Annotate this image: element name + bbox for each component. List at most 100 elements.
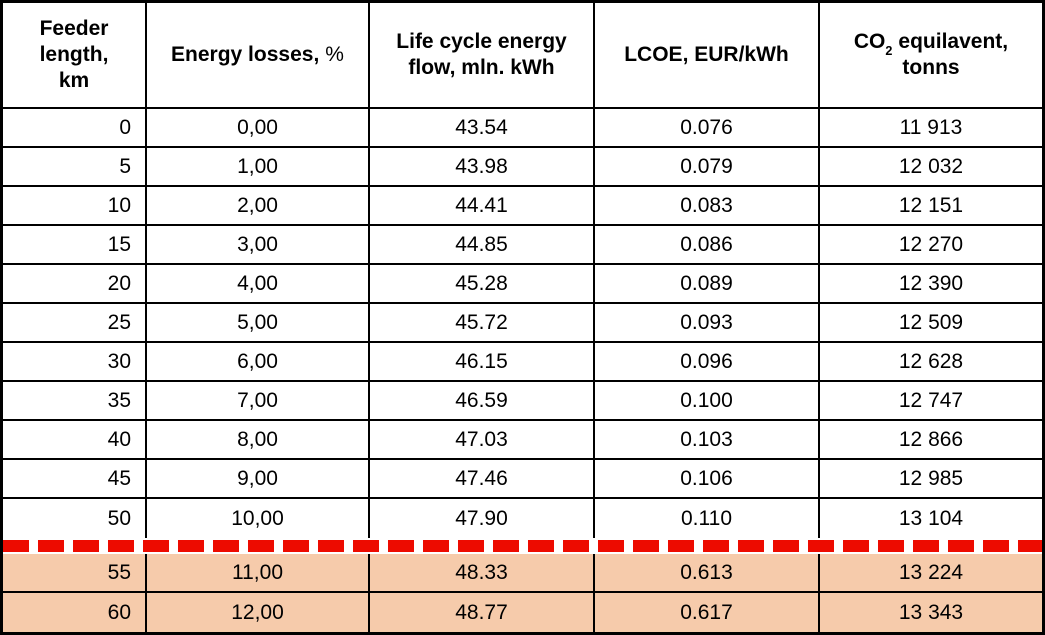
table-cell: 0 bbox=[3, 109, 147, 146]
table-cell: 1,00 bbox=[147, 148, 370, 185]
table-cell: 15 bbox=[3, 226, 147, 263]
header-energy-losses: Energy losses,% bbox=[147, 3, 370, 107]
table-cell: 48.77 bbox=[370, 593, 595, 632]
header-text: length, bbox=[39, 42, 109, 66]
table-cell: 0.083 bbox=[595, 187, 820, 224]
table-cell: 0,00 bbox=[147, 109, 370, 146]
table-cell: 45.28 bbox=[370, 265, 595, 302]
red-dashes bbox=[3, 540, 1042, 552]
table-cell: 50 bbox=[3, 499, 147, 538]
table-row: 45 9,00 47.46 0.106 12 985 bbox=[3, 460, 1042, 499]
table-cell: 12,00 bbox=[147, 593, 370, 632]
table-cell: 12 628 bbox=[898, 349, 964, 373]
table-cell: 12 509 bbox=[898, 310, 964, 334]
table-cell: 60 bbox=[3, 593, 147, 632]
table-row: 30 6,00 46.15 0.096 12 628 bbox=[3, 343, 1042, 382]
table-cell: 0.079 bbox=[595, 148, 820, 185]
header-text: Energy losses,% bbox=[171, 42, 344, 68]
table-row: 25 5,00 45.72 0.093 12 509 bbox=[3, 304, 1042, 343]
table-cell: 12 866 bbox=[898, 427, 964, 451]
table-cell: 0.103 bbox=[595, 421, 820, 458]
table-cell: 47.46 bbox=[370, 460, 595, 497]
table-cell: 6,00 bbox=[147, 343, 370, 380]
red-dashed-divider bbox=[3, 538, 1042, 554]
table-cell: 0.096 bbox=[595, 343, 820, 380]
table-cell: 12 747 bbox=[898, 388, 964, 412]
table-cell: 12 032 bbox=[898, 154, 964, 178]
header-text: flow, mln. kWh bbox=[408, 56, 555, 79]
table-row: 0 0,00 43.54 0.076 11 913 bbox=[3, 109, 1042, 148]
table-cell: 12 985 bbox=[898, 466, 964, 490]
table-cell: 7,00 bbox=[147, 382, 370, 419]
table-cell: 3,00 bbox=[147, 226, 370, 263]
header-text: LCOE, EUR/kWh bbox=[624, 42, 789, 66]
table-cell: 0.093 bbox=[595, 304, 820, 341]
table-cell: 5,00 bbox=[147, 304, 370, 341]
table-cell: 45 bbox=[3, 460, 147, 497]
table-cell: 0.110 bbox=[595, 499, 820, 538]
table-cell: 35 bbox=[3, 382, 147, 419]
header-text: tonns bbox=[902, 56, 960, 79]
header-life-cycle-energy: Life cycle energy flow, mln. kWh bbox=[370, 3, 595, 107]
table-cell: 48.33 bbox=[370, 554, 595, 591]
table-header-row: Feeder length, km Energy losses,% Life c… bbox=[3, 3, 1042, 109]
header-text: equilavent, bbox=[898, 29, 1009, 53]
table-cell: 0.089 bbox=[595, 265, 820, 302]
table-row: 55 11,00 48.33 0.613 13 224 bbox=[3, 554, 1042, 593]
table-cell: 44.41 bbox=[370, 187, 595, 224]
table-cell: 8,00 bbox=[147, 421, 370, 458]
table-cell: 11 913 bbox=[899, 115, 963, 139]
table-row: 5 1,00 43.98 0.079 12 032 bbox=[3, 148, 1042, 187]
table-cell: 9,00 bbox=[147, 460, 370, 497]
header-text-light: % bbox=[325, 42, 344, 66]
table-cell: 40 bbox=[3, 421, 147, 458]
header-feeder-length: Feeder length, km bbox=[3, 3, 147, 107]
table-row: 10 2,00 44.41 0.083 12 151 bbox=[3, 187, 1042, 226]
subscript-2: 2 bbox=[885, 44, 893, 59]
table-cell: 4,00 bbox=[147, 265, 370, 302]
header-text: Feeder bbox=[39, 16, 109, 40]
table-row: 50 10,00 47.90 0.110 13 104 bbox=[3, 499, 1042, 538]
table-cell: 0.613 bbox=[595, 554, 820, 591]
table-cell: 11,00 bbox=[147, 554, 370, 591]
table-row: 35 7,00 46.59 0.100 12 747 bbox=[3, 382, 1042, 421]
table-cell: 45.72 bbox=[370, 304, 595, 341]
table-cell: 46.15 bbox=[370, 343, 595, 380]
table-cell: 46.59 bbox=[370, 382, 595, 419]
table-cell: 55 bbox=[3, 554, 147, 591]
table-cell: 5 bbox=[3, 148, 147, 185]
table-cell: 44.85 bbox=[370, 226, 595, 263]
table-cell: 13 343 bbox=[898, 600, 964, 624]
table-body: 0 0,00 43.54 0.076 11 913 5 1,00 43.98 0.079 12 0… bbox=[3, 109, 1042, 632]
table-row: 60 12,00 48.77 0.617 13 343 bbox=[3, 593, 1042, 632]
table-cell: 20 bbox=[3, 265, 147, 302]
table-row: 20 4,00 45.28 0.089 12 390 bbox=[3, 265, 1042, 304]
table-cell: 25 bbox=[3, 304, 147, 341]
table-cell: 12 270 bbox=[898, 232, 964, 256]
table-cell: 12 390 bbox=[898, 271, 964, 295]
table-cell: 47.90 bbox=[370, 499, 595, 538]
table-cell: 10 bbox=[3, 187, 147, 224]
table-cell: 13 224 bbox=[898, 560, 964, 584]
table-cell: 10,00 bbox=[147, 499, 370, 538]
header-lcoe: LCOE, EUR/kWh bbox=[595, 3, 820, 107]
table-cell: 43.54 bbox=[370, 109, 595, 146]
table-row: 40 8,00 47.03 0.103 12 866 bbox=[3, 421, 1042, 460]
header-text: CO bbox=[853, 29, 886, 53]
table-cell: 0.076 bbox=[595, 109, 820, 146]
table-cell: 0.617 bbox=[595, 593, 820, 632]
table-cell: 12 151 bbox=[898, 193, 964, 217]
header-text-bold: Energy losses, bbox=[171, 42, 320, 66]
table-cell: 0.100 bbox=[595, 382, 820, 419]
header-text: Life cycle energy bbox=[396, 29, 567, 53]
table-cell: 2,00 bbox=[147, 187, 370, 224]
header-text: CO2 equilavent, bbox=[853, 29, 1009, 59]
table-cell: 0.086 bbox=[595, 226, 820, 263]
table-cell: 0.106 bbox=[595, 460, 820, 497]
table-cell: 13 104 bbox=[898, 506, 964, 530]
table-cell: 30 bbox=[3, 343, 147, 380]
header-text: km bbox=[58, 69, 90, 93]
header-co2-equivalent: CO2 equilavent, tonns bbox=[820, 3, 1042, 107]
table-cell: 43.98 bbox=[370, 148, 595, 185]
